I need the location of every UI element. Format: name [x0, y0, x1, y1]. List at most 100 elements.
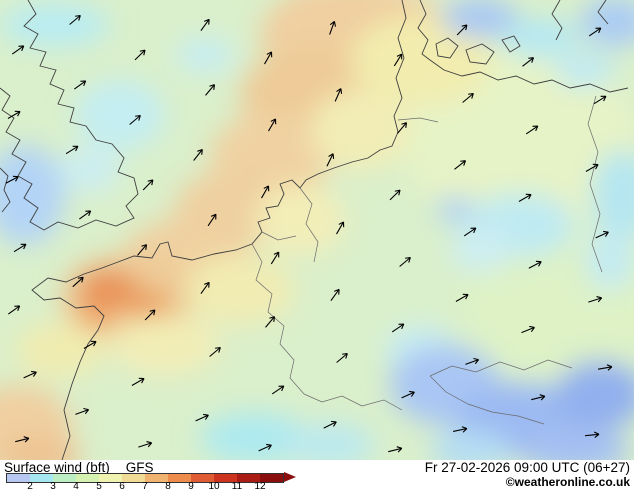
scale-color-bar	[6, 473, 284, 483]
coastline	[0, 167, 11, 213]
wind-arrow	[393, 53, 403, 67]
wind-arrow	[7, 110, 21, 119]
scale-segment	[7, 474, 30, 482]
wind-arrow	[453, 426, 468, 433]
wind-arrow	[195, 413, 209, 422]
scale-segment	[191, 474, 214, 482]
country-border	[261, 231, 297, 241]
wind-arrow	[585, 163, 599, 172]
country-border	[299, 187, 319, 263]
country-border	[429, 359, 573, 377]
legend-bar: Surface wind (bft) GFS Fr 27-02-2026 09:0…	[0, 460, 634, 490]
scale-label: 8	[165, 481, 171, 490]
coastline	[417, 0, 629, 93]
wind-arrow	[584, 431, 600, 438]
wind-arrow	[454, 160, 467, 170]
coastline	[0, 0, 139, 231]
wind-arrow	[134, 49, 146, 61]
scale-arrow	[284, 472, 296, 482]
wind-arrow	[142, 179, 154, 191]
scale-label: 9	[188, 481, 194, 490]
wind-arrow	[13, 243, 27, 253]
coastline	[117, 0, 407, 263]
wind-arrow	[271, 385, 285, 395]
wind-arrow	[258, 443, 272, 452]
wind-arrow	[138, 441, 153, 448]
wind-speed-region	[450, 228, 510, 272]
wind-arrow	[200, 18, 210, 31]
wind-arrow	[205, 84, 216, 96]
wind-arrow	[265, 316, 276, 328]
wind-arrow	[528, 260, 542, 269]
wind-speed-region	[76, 304, 116, 328]
wind-arrow	[465, 357, 480, 365]
wind-arrow	[15, 436, 30, 443]
wind-speed-region	[200, 412, 310, 460]
wind-arrow	[330, 288, 340, 301]
wind-arrow	[588, 296, 603, 303]
wind-speed-region	[520, 428, 630, 460]
wind-arrow	[595, 230, 609, 239]
wind-arrow	[23, 370, 37, 379]
wind-arrow	[131, 377, 145, 386]
wind-speed-region	[110, 315, 220, 375]
wind-arrow	[72, 276, 84, 288]
wind-speed-region	[585, 230, 634, 290]
wind-speed-region	[75, 80, 165, 150]
wind-speed-region	[310, 90, 410, 170]
wind-speed-region	[185, 255, 295, 325]
wind-speed-region	[60, 148, 120, 192]
wind-arrow	[336, 352, 348, 363]
wind-speed-region	[78, 270, 138, 306]
wind-arrow	[588, 27, 602, 37]
map-title: Surface wind (bft) GFS	[4, 460, 154, 475]
wind-arrow	[193, 148, 203, 161]
wind-speed-region	[592, 150, 634, 240]
coastline	[501, 35, 521, 53]
wind-arrow	[75, 407, 90, 415]
wind-arrow	[270, 251, 280, 265]
scale-segment	[168, 474, 191, 482]
wind-arrow	[5, 175, 19, 184]
wind-arrow	[326, 153, 335, 167]
wind-speed-region	[255, 185, 345, 255]
scale-segment	[53, 474, 76, 482]
wind-arrow	[388, 446, 403, 453]
coastline	[31, 261, 119, 460]
wind-arrow	[334, 88, 343, 102]
wind-arrow	[401, 390, 415, 399]
model-label: GFS	[125, 460, 154, 475]
scale-segment	[30, 474, 53, 482]
scale-label: 4	[73, 481, 79, 490]
scale-label: 7	[142, 481, 148, 490]
wind-arrow	[200, 281, 210, 294]
wind-speed-region	[0, 3, 110, 47]
scale-label: 3	[50, 481, 56, 490]
scale-segment	[76, 474, 99, 482]
wind-speed-region	[15, 322, 105, 378]
coastline	[465, 43, 495, 65]
beaufort-scale: 2 3 4 5 6 7 8 9 10 11 12	[6, 472, 336, 490]
wind-arrow	[593, 95, 607, 105]
wind-speed-region	[0, 145, 65, 245]
wind-arrow	[525, 125, 539, 135]
scale-label: 12	[254, 481, 266, 490]
wind-arrow	[521, 325, 535, 334]
wind-arrow	[129, 114, 141, 125]
wind-arrow	[137, 244, 148, 256]
scale-label: 2	[27, 481, 33, 490]
coastline	[551, 0, 563, 41]
wind-speed-region	[502, 18, 578, 58]
wind-arrow	[323, 420, 337, 429]
wind-arrow	[456, 24, 468, 36]
scale-segment	[99, 474, 122, 482]
wind-arrow	[264, 51, 273, 65]
copyright-label: ©weatheronline.co.uk	[505, 475, 630, 489]
country-border	[303, 393, 403, 411]
wind-arrow	[79, 210, 92, 220]
scale-segment	[122, 474, 145, 482]
wind-arrow	[455, 293, 469, 302]
coastline	[597, 0, 609, 25]
scale-label: 10	[208, 481, 220, 490]
